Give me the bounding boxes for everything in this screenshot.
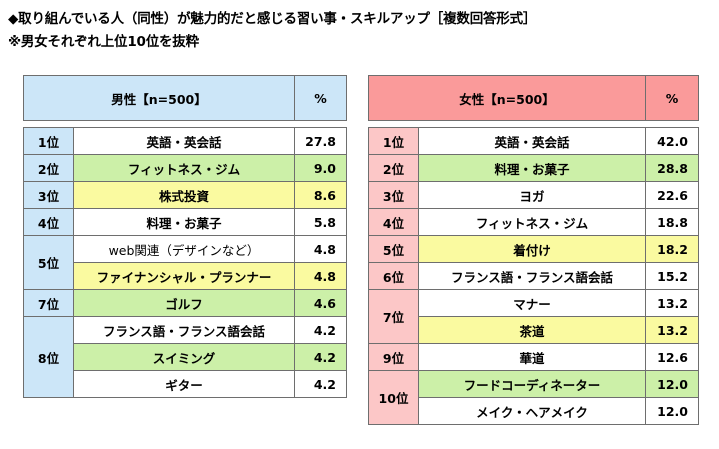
table-row: 10位 フードコーディネーター 12.0 [368,370,699,425]
item-cell: ヨガ [418,181,646,209]
male-header-row: 男性【n=500】 % [23,75,347,121]
table-row: 3位 ヨガ 22.6 [368,181,699,209]
value-cell: 18.8 [645,208,699,236]
item-cell: フランス語・フランス語会話 [418,262,646,290]
value-cell: 18.2 [645,235,699,263]
value-cell: 9.0 [294,154,347,182]
item-cell: フィットネス・ジム [73,154,295,182]
rank-cell: 4位 [23,208,74,236]
rank-cell: 6位 [368,262,419,290]
page-subtitle: ※男女それぞれ上位10位を抜粋 [8,34,199,50]
table-row: 6位 フランス語・フランス語会話 15.2 [368,262,699,290]
rank-cell: 2位 [23,154,74,182]
table-row: 2位 料理・お菓子 28.8 [368,154,699,182]
rank-cell: 1位 [368,127,419,155]
table-row: 4位 料理・お菓子 5.8 [23,208,347,236]
item-cell: 英語・英会話 [73,127,295,155]
rank-cell: 10位 [368,370,419,425]
value-cell: 12.0 [645,397,699,425]
table-row: 茶道 13.2 [369,316,699,344]
rank-cell: 7位 [23,289,74,317]
item-cell: フィットネス・ジム [418,208,646,236]
value-cell: 4.2 [294,316,347,344]
rank-cell: 8位 [23,316,74,398]
value-cell: 15.2 [645,262,699,290]
rank-cell: 9位 [368,343,419,371]
male-header-label: 男性【n=500】 [23,75,295,121]
rank-cell: 5位 [23,235,74,290]
rank-cell: 2位 [368,154,419,182]
value-cell: 4.6 [294,289,347,317]
table-row: 1位 英語・英会話 27.8 [23,127,347,155]
value-cell: 4.2 [294,370,347,398]
value-cell: 13.2 [645,316,699,344]
value-cell: 22.6 [645,181,699,209]
value-cell: 5.8 [294,208,347,236]
item-cell: スイミング [73,343,295,371]
value-cell: 13.2 [645,289,699,317]
table-row: 5位 web関連（デザインなど） 4.8 [23,235,347,290]
rank-cell: 3位 [368,181,419,209]
item-cell: 料理・お菓子 [73,208,295,236]
rank-cell: 7位 [368,289,419,344]
table-row: 9位 華道 12.6 [368,343,699,371]
female-header-pct: % [645,75,699,121]
table-row: 7位 マナー 13.2 [368,289,699,344]
value-cell: 4.2 [294,343,347,371]
item-cell: マナー [418,289,646,317]
table-row: 4位 フィットネス・ジム 18.8 [368,208,699,236]
item-cell: 着付け [418,235,646,263]
value-cell: 4.8 [294,262,347,290]
rank-cell: 3位 [23,181,74,209]
male-ranking-table: 男性【n=500】 % 1位 英語・英会話 27.8 2位 フィットネス・ジム … [23,75,347,398]
table-row: ファイナンシャル・プランナー 4.8 [24,262,347,290]
table-row: 1位 英語・英会話 42.0 [368,127,699,155]
item-cell: 茶道 [418,316,646,344]
page-title: ◆取り組んでいる人（同性）が魅力的だと感じる習い事・スキルアップ［複数回答形式］ [8,11,537,27]
item-cell: ギター [73,370,295,398]
table-row: 2位 フィットネス・ジム 9.0 [23,154,347,182]
value-cell: 42.0 [645,127,699,155]
table-row: 5位 着付け 18.2 [368,235,699,263]
rank-cell: 1位 [23,127,74,155]
male-header-pct: % [294,75,347,121]
item-cell: ファイナンシャル・プランナー [73,262,295,290]
item-cell: 華道 [418,343,646,371]
item-cell: 英語・英会話 [418,127,646,155]
rank-cell: 4位 [368,208,419,236]
table-row: ギター 4.2 [24,370,347,398]
item-cell: 料理・お菓子 [418,154,646,182]
table-row: 8位 フランス語・フランス語会話 4.2 [23,316,347,398]
table-row: メイク・ヘアメイク 12.0 [369,397,699,425]
item-cell: フードコーディネーター [418,370,646,398]
female-ranking-table: 女性【n=500】 % 1位 英語・英会話 42.0 2位 料理・お菓子 28.… [368,75,699,425]
value-cell: 27.8 [294,127,347,155]
item-cell: メイク・ヘアメイク [418,397,646,425]
item-cell: ゴルフ [73,289,295,317]
value-cell: 12.0 [645,370,699,398]
value-cell: 4.8 [294,235,347,263]
item-cell: 株式投資 [73,181,295,209]
table-row: 3位 株式投資 8.6 [23,181,347,209]
item-cell: web関連（デザインなど） [73,235,295,263]
female-header-label: 女性【n=500】 [368,75,646,121]
value-cell: 12.6 [645,343,699,371]
rank-cell: 5位 [368,235,419,263]
table-row: 7位 ゴルフ 4.6 [23,289,347,317]
value-cell: 8.6 [294,181,347,209]
female-header-row: 女性【n=500】 % [368,75,699,121]
item-cell: フランス語・フランス語会話 [73,316,295,344]
value-cell: 28.8 [645,154,699,182]
